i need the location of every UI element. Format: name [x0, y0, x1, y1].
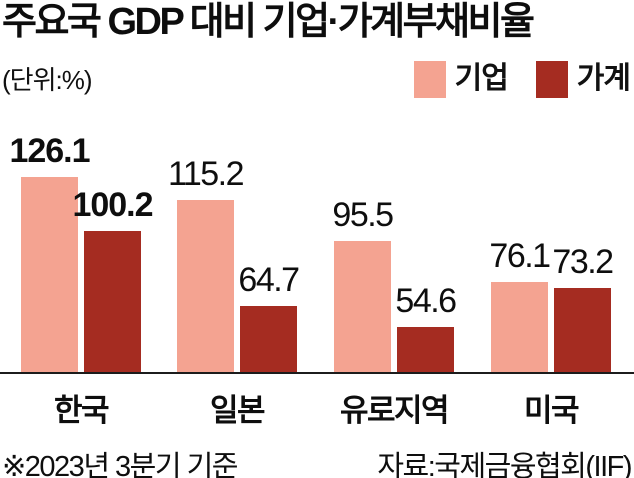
source-label: 자료:국제금융협회(IIF)	[377, 451, 632, 478]
bar-기업-한국	[21, 177, 78, 373]
bar-가계-한국	[84, 231, 141, 373]
x-axis-line	[0, 372, 634, 374]
value-label-가계-유로지역: 54.6	[395, 282, 457, 320]
bar-가계-유로지역	[397, 327, 454, 373]
value-label-가계-일본: 64.7	[238, 261, 300, 299]
bar-기업-일본	[177, 200, 234, 373]
value-label-기업-미국: 76.1	[489, 237, 551, 275]
value-label-기업-일본: 115.2	[167, 155, 245, 193]
bar-가계-미국	[554, 288, 611, 373]
chart-title: 주요국 GDP 대비 기업·가계부채비율	[2, 1, 535, 43]
value-label-가계-한국: 100.2	[72, 186, 153, 224]
legend-swatch-household	[535, 60, 568, 98]
legend: 기업 가계	[413, 58, 631, 100]
legend-swatch-corporate	[413, 60, 446, 98]
bar-기업-유로지역	[334, 241, 391, 373]
category-label-일본: 일본	[209, 393, 266, 428]
legend-label-corporate: 기업	[454, 62, 509, 95]
category-label-한국: 한국	[53, 393, 110, 428]
plot-area: 126.1 100.2 115.2 64.7 95.5 54.6 76.1 73.2	[9, 132, 614, 373]
category-label-미국: 미국	[523, 393, 580, 428]
value-label-가계-미국: 73.2	[552, 243, 614, 281]
value-label-기업-한국: 126.1	[9, 132, 90, 170]
unit-label: (단위:%)	[2, 65, 92, 95]
category-label-유로지역: 유로지역	[339, 393, 450, 428]
bar-기업-미국	[491, 282, 548, 373]
bar-가계-일본	[240, 306, 297, 373]
legend-label-household: 가계	[576, 62, 631, 95]
footnote: ※2023년 3분기 기준	[2, 451, 238, 478]
value-label-기업-유로지역: 95.5	[332, 196, 394, 234]
